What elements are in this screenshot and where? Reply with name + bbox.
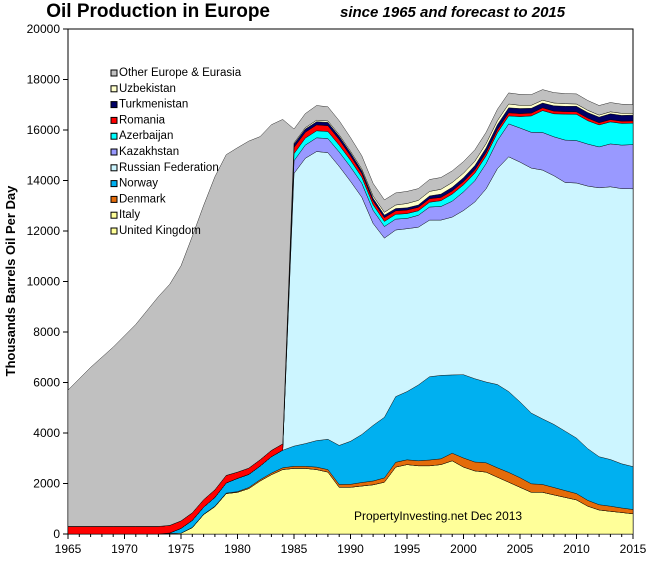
y-axis: 0 2000 4000 6000 8000 10000 12000 14000 16000 180…: [27, 22, 68, 541]
x-axis: 1965 1970 1975 1980 1985 1990 1995 2000 2005 2010…: [55, 534, 647, 556]
y-tick-label: 8000: [33, 325, 60, 339]
series-areas: [67, 89, 634, 535]
y-axis-title: Thousands Barrels Oil Per Day: [3, 185, 18, 377]
legend-swatch: [110, 211, 118, 219]
x-tick-label: 1975: [168, 542, 195, 556]
legend-swatch: [110, 195, 118, 203]
x-tick-label: 2015: [620, 542, 647, 556]
legend-swatch: [110, 148, 118, 156]
y-tick-label: 10000: [27, 275, 61, 289]
x-tick-label: 2000: [450, 542, 477, 556]
legend-swatch: [110, 132, 118, 140]
legend-label: Romania: [119, 114, 166, 126]
legend-label: Other Europe & Eurasia: [119, 67, 242, 79]
legend-label: Kazakhstan: [119, 146, 179, 158]
y-tick-label: 0: [53, 527, 60, 541]
legend-item-azerbaijan: Azerbaijan: [110, 130, 173, 142]
x-tick-label: 1985: [281, 542, 308, 556]
legend-item-norway: Norway: [110, 178, 158, 190]
source-annotation: PropertyInvesting.net Dec 2013: [354, 509, 522, 523]
legend-swatch: [110, 69, 118, 77]
x-tick-label: 1980: [224, 542, 251, 556]
y-tick-label: 18000: [27, 73, 61, 87]
x-tick-label: 1995: [394, 542, 421, 556]
y-tick-label: 6000: [33, 376, 60, 390]
legend-swatch: [110, 180, 118, 188]
legend-swatch: [110, 85, 118, 93]
chart-subtitle: since 1965 and forecast to 2015: [340, 4, 566, 21]
legend-item-united-kingdom: United Kingdom: [110, 225, 201, 237]
legend-item-romania: Romania: [110, 114, 166, 126]
legend-item-kazakhstan: Kazakhstan: [110, 146, 179, 158]
y-tick-label: 16000: [27, 123, 61, 137]
legend-swatch: [110, 116, 118, 124]
legend-item-turkmenistan: Turkmenistan: [110, 99, 188, 111]
legend-label: Norway: [119, 178, 158, 190]
x-tick-label: 2005: [507, 542, 534, 556]
legend-swatch: [110, 101, 118, 109]
x-tick-label: 1965: [55, 542, 82, 556]
legend-swatch: [110, 227, 118, 235]
legend-item-other-europe-and-eurasia: Other Europe & Eurasia: [110, 67, 242, 79]
legend-label: Uzbekistan: [119, 83, 176, 95]
x-tick-label: 1970: [111, 542, 138, 556]
legend-label: Denmark: [119, 193, 166, 205]
x-tick-label: 2010: [563, 542, 590, 556]
legend-item-russian-federation: Russian Federation: [110, 162, 219, 174]
x-tick-label: 1990: [337, 542, 364, 556]
legend-label: United Kingdom: [119, 225, 201, 237]
legend-item-uzbekistan: Uzbekistan: [110, 83, 176, 95]
legend-label: Italy: [119, 209, 140, 221]
chart-title: Oil Production in Europe: [46, 1, 270, 22]
legend-label: Azerbaijan: [119, 130, 173, 142]
legend-swatch: [110, 164, 118, 172]
legend-item-italy: Italy: [110, 209, 140, 221]
y-tick-label: 4000: [33, 426, 60, 440]
y-tick-label: 14000: [27, 174, 61, 188]
legend: Other Europe & Eurasia Uzbekistan Turkmeni…: [110, 67, 242, 237]
area-other-europe-and-eurasia: [67, 89, 634, 527]
y-tick-label: 2000: [33, 477, 60, 491]
legend-label: Russian Federation: [119, 162, 219, 174]
y-tick-label: 20000: [27, 22, 61, 36]
legend-label: Turkmenistan: [119, 99, 188, 111]
y-tick-label: 12000: [27, 224, 61, 238]
legend-item-denmark: Denmark: [110, 193, 166, 205]
